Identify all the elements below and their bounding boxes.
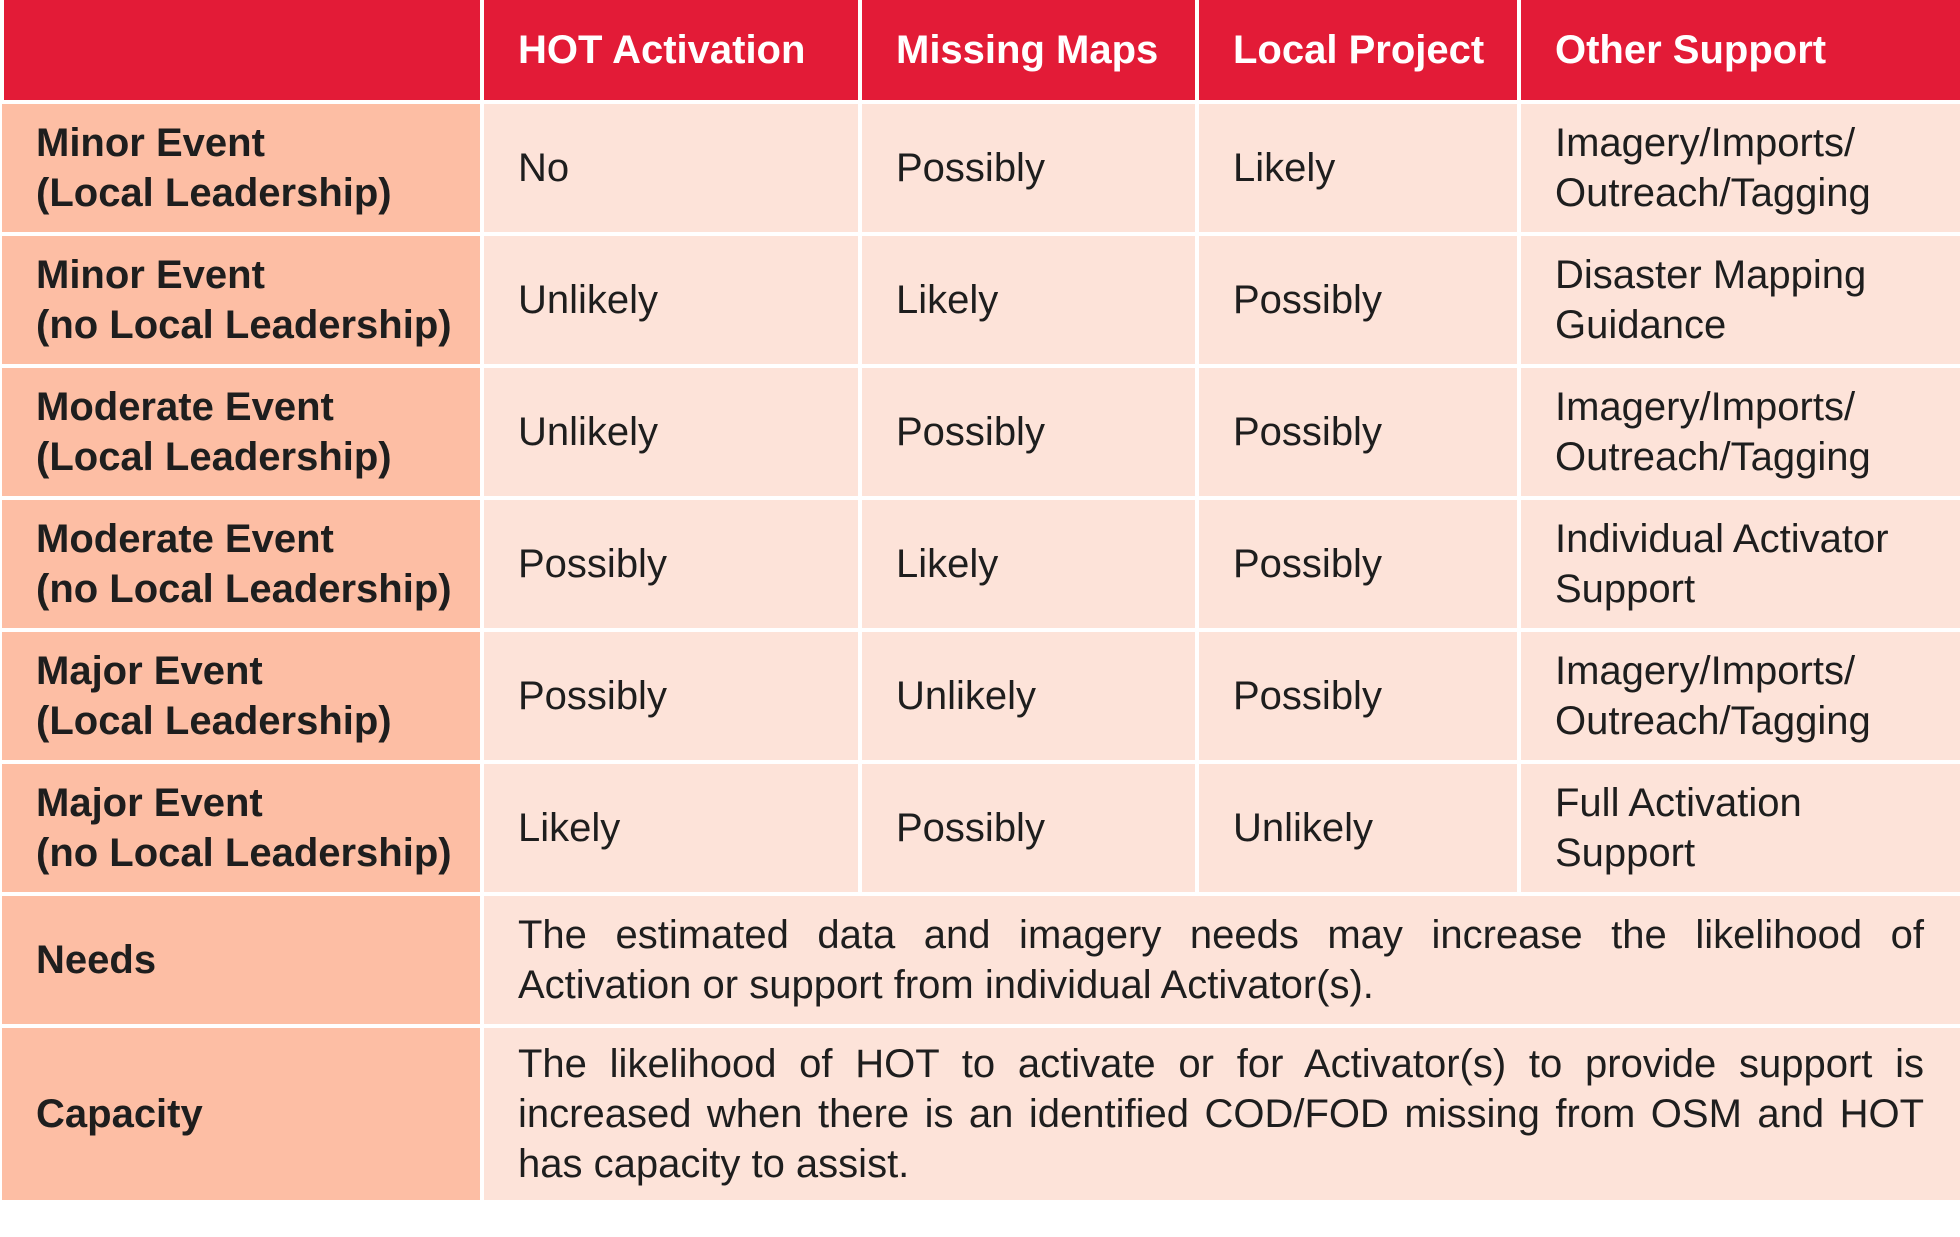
- row-label: Moderate Event (Local Leadership): [2, 364, 484, 500]
- cell-local-project: Possibly: [1195, 364, 1521, 500]
- row-label-line2: (Local Leadership): [36, 435, 392, 479]
- needs-text: The estimated data and imagery needs may…: [480, 892, 1960, 1028]
- other-support-line2: Support: [1555, 831, 1696, 875]
- cell-local-project: Possibly: [1195, 232, 1521, 368]
- row-label: Major Event (Local Leadership): [2, 628, 484, 764]
- row-label-line2: (no Local Leadership): [36, 567, 452, 611]
- table-container: HOT Activation Missing Maps Local Projec…: [0, 0, 1960, 1204]
- other-support-line1: Disaster Mapping: [1555, 253, 1867, 297]
- cell-hot-activation: Possibly: [480, 496, 862, 632]
- cell-other-support: Imagery/Imports/Outreach/Tagging: [1517, 100, 1960, 236]
- table-row: Minor Event (Local Leadership) No Possibl…: [2, 100, 1960, 236]
- other-support-line2: Support: [1555, 567, 1696, 611]
- row-label-line2: (no Local Leadership): [36, 303, 452, 347]
- table-row: Major Event (Local Leadership) Possibly U…: [2, 628, 1960, 764]
- row-label: Major Event (no Local Leadership): [2, 760, 484, 896]
- needs-label: Needs: [2, 892, 484, 1028]
- row-label-line2: (Local Leadership): [36, 171, 392, 215]
- other-support-line2: Guidance: [1555, 303, 1727, 347]
- cell-hot-activation: Unlikely: [480, 364, 862, 500]
- table-row: Minor Event (no Local Leadership) Unlikel…: [2, 232, 1960, 368]
- row-label-line1: Moderate Event: [36, 517, 334, 561]
- other-support-line2: Outreach/Tagging: [1555, 699, 1871, 743]
- row-label-line1: Minor Event: [36, 121, 265, 165]
- row-label: Minor Event (Local Leadership): [2, 100, 484, 236]
- column-header-local-project: Local Project: [1195, 0, 1521, 104]
- cell-hot-activation: Possibly: [480, 628, 862, 764]
- cell-missing-maps: Likely: [858, 496, 1199, 632]
- cell-other-support: Imagery/Imports/Outreach/Tagging: [1517, 628, 1960, 764]
- cell-local-project: Possibly: [1195, 496, 1521, 632]
- capacity-label: Capacity: [2, 1024, 484, 1204]
- cell-other-support: Disaster Mapping Guidance: [1517, 232, 1960, 368]
- cell-hot-activation: No: [480, 100, 862, 236]
- cell-other-support: Imagery/Imports/Outreach/Tagging: [1517, 364, 1960, 500]
- column-header-hot-activation: HOT Activation: [480, 0, 862, 104]
- header-row: HOT Activation Missing Maps Local Projec…: [0, 0, 1960, 104]
- table-row: Moderate Event (Local Leadership) Unlikel…: [2, 364, 1960, 500]
- cell-missing-maps: Likely: [858, 232, 1199, 368]
- row-label-line2: (no Local Leadership): [36, 831, 452, 875]
- cell-local-project: Possibly: [1195, 628, 1521, 764]
- row-label: Moderate Event (no Local Leadership): [2, 496, 484, 632]
- row-label: Minor Event (no Local Leadership): [2, 232, 484, 368]
- other-support-line1: Imagery/Imports/: [1555, 649, 1856, 693]
- other-support-line1: Imagery/Imports/: [1555, 121, 1856, 165]
- needs-row: Needs The estimated data and imagery nee…: [2, 892, 1960, 1028]
- cell-local-project: Likely: [1195, 100, 1521, 236]
- column-header-missing-maps: Missing Maps: [858, 0, 1199, 104]
- capacity-row: Capacity The likelihood of HOT to activa…: [2, 1024, 1960, 1204]
- cell-missing-maps: Unlikely: [858, 628, 1199, 764]
- cell-other-support: Full Activation Support: [1517, 760, 1960, 896]
- other-support-line2: Outreach/Tagging: [1555, 171, 1871, 215]
- table-row: Major Event (no Local Leadership) Likely …: [2, 760, 1960, 896]
- row-label-line1: Major Event: [36, 781, 263, 825]
- other-support-line2: Outreach/Tagging: [1555, 435, 1871, 479]
- cell-hot-activation: Likely: [480, 760, 862, 896]
- other-support-line1: Individual Activator: [1555, 517, 1889, 561]
- row-label-line1: Moderate Event: [36, 385, 334, 429]
- row-label-line1: Major Event: [36, 649, 263, 693]
- cell-other-support: Individual Activator Support: [1517, 496, 1960, 632]
- cell-missing-maps: Possibly: [858, 364, 1199, 500]
- row-label-line1: Minor Event: [36, 253, 265, 297]
- header-corner-cell: [0, 0, 484, 104]
- cell-missing-maps: Possibly: [858, 100, 1199, 236]
- column-header-other-support: Other Support: [1517, 0, 1960, 104]
- table-row: Moderate Event (no Local Leadership) Poss…: [2, 496, 1960, 632]
- cell-hot-activation: Unlikely: [480, 232, 862, 368]
- other-support-line1: Full Activation: [1555, 781, 1802, 825]
- cell-local-project: Unlikely: [1195, 760, 1521, 896]
- capacity-text: The likelihood of HOT to activate or for…: [480, 1024, 1960, 1204]
- other-support-line1: Imagery/Imports/: [1555, 385, 1856, 429]
- cell-missing-maps: Possibly: [858, 760, 1199, 896]
- activation-matrix-table: HOT Activation Missing Maps Local Projec…: [0, 0, 1960, 1204]
- row-label-line2: (Local Leadership): [36, 699, 392, 743]
